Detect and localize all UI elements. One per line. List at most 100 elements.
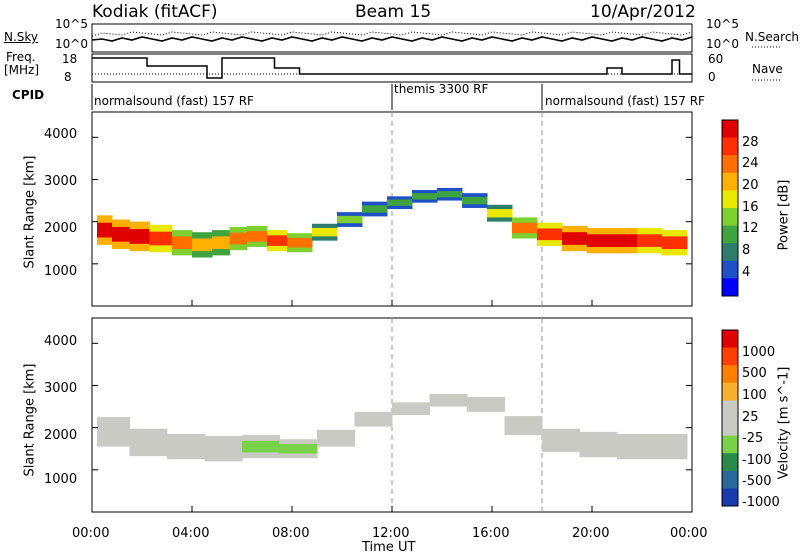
colorbar-0-cell-3 <box>722 172 738 191</box>
panel-0-band-0-inner-13 <box>362 205 388 213</box>
panel-0-band-0-inner-0 <box>97 222 113 238</box>
velocity-ytick-1000: 1000 <box>44 472 78 487</box>
velocity-cb-tick-m1000: -1000 <box>742 495 780 510</box>
panel-0-band-0-inner-4 <box>172 236 193 250</box>
power-ytick-4000: 4000 <box>44 127 78 142</box>
colorbar-0-cell-7 <box>722 243 738 262</box>
panel-1-band-0-inner-9 <box>429 397 468 404</box>
panel-0-band-0-inner-24 <box>637 234 663 247</box>
xtick-0: 00:00 <box>72 526 110 541</box>
panel-0-band-0-inner-8 <box>247 231 268 242</box>
colorbar-0-cell-2 <box>722 155 738 174</box>
noise-sky-trace <box>91 36 693 42</box>
xtick-6: 00:00 <box>670 526 708 541</box>
colorbar-1-cell-2 <box>722 365 738 384</box>
panel-0-band-0-inner-9 <box>267 235 288 246</box>
panel-0-band-0-inner-17 <box>462 196 488 205</box>
panel-0-band-0-inner-21 <box>562 232 588 245</box>
freq-right-label: Nave <box>752 62 783 76</box>
freq-left-tick-bottom: 8 <box>64 70 72 84</box>
panel-0-band-0-inner-14 <box>387 199 413 206</box>
power-cb-tick-28: 28 <box>742 135 759 150</box>
panel-0-band-0-inner-2 <box>129 229 150 244</box>
freq-trace <box>92 57 692 79</box>
panel-1-band-0-inner-1 <box>129 435 168 450</box>
panel-0-band-0-inner-19 <box>512 222 538 234</box>
noise-right-label: N.Search <box>745 30 800 44</box>
xtick-4: 16:00 <box>472 526 510 541</box>
freq-left-label: Freq. <box>6 50 36 64</box>
panel-0-band-0-inner-10 <box>287 237 313 248</box>
freq-panel-frame <box>91 53 693 83</box>
panel-0-band-0-inner-16 <box>437 191 463 198</box>
panel-1-band-0-inner-2 <box>167 440 205 453</box>
panel-0-band-0-inner-25 <box>662 236 688 250</box>
panel-1-band-0-inner-0 <box>97 424 130 440</box>
panel-0-band-0-inner-6 <box>212 236 230 250</box>
panel-1-band-0-inner-12 <box>542 434 580 447</box>
colorbar-1-cell-8 <box>722 470 738 489</box>
colorbar-0-cell-9 <box>722 278 738 297</box>
station-title: Kodiak (fitACF) <box>92 2 218 22</box>
colorbar-0-cell-0 <box>722 120 738 138</box>
power-cb-tick-20: 20 <box>742 178 759 193</box>
panel-1-band-0-inner-5 <box>279 443 318 454</box>
velocity-cb-tick-500: 500 <box>742 366 767 381</box>
panel-1-band-0-inner-7 <box>354 415 393 423</box>
panel-0-band-0-inner-22 <box>587 234 613 247</box>
noise-left-label: N.Sky <box>4 30 39 44</box>
panel-1-band-0-inner-14 <box>617 440 655 453</box>
freq-right-tick-top: 60 <box>708 52 724 66</box>
colorbar-0-cell-4 <box>722 190 738 209</box>
panel-1-band-0-inner-8 <box>392 405 430 412</box>
power-ytick-3000: 3000 <box>44 174 78 189</box>
velocity-cb-tick-m25: -25 <box>742 431 764 446</box>
panel-0-band-0-inner-20 <box>537 228 563 241</box>
noise-left-tick-bottom: 10^0 <box>55 37 88 51</box>
colorbar-0-cell-8 <box>722 260 738 279</box>
velocity-cb-tick-1000: 1000 <box>742 345 776 360</box>
xtick-1: 04:00 <box>172 526 210 541</box>
panel-0-band-0-inner-3 <box>149 231 173 246</box>
xtick-5: 20:00 <box>572 526 610 541</box>
panel-0-band-0-inner-11 <box>312 227 338 237</box>
velocity-ytick-3000: 3000 <box>44 381 78 396</box>
panel-1-band-0-inner-10 <box>467 400 505 409</box>
colorbar-1-cell-1 <box>722 347 738 366</box>
power-cb-tick-24: 24 <box>742 156 759 171</box>
noise-left-tick-top: 10^5 <box>55 17 88 31</box>
panel-0-band-0-inner-12 <box>337 215 363 224</box>
colorbar-1-cell-4 <box>722 400 738 419</box>
noise-right-tick-top: 10^5 <box>706 17 739 31</box>
power-cb-tick-4: 4 <box>742 265 751 280</box>
cpid-label: CPID <box>12 88 45 102</box>
panel-1-band-0-inner-11 <box>504 420 543 431</box>
panel-0-band-0-inner-18 <box>487 209 513 218</box>
noise-right-tick-bottom: 10^0 <box>706 37 739 51</box>
power-cb-tick-16: 16 <box>742 200 759 215</box>
velocity-ytick-4000: 4000 <box>44 334 78 349</box>
panel-1-band-0-inner-3 <box>204 442 243 456</box>
freq-left-unit: [MHz] <box>4 63 40 77</box>
power-cb-tick-8: 8 <box>742 243 751 258</box>
noise-search-trace <box>91 31 693 37</box>
freq-left-tick-top: 18 <box>62 52 78 66</box>
xlabel: Time UT <box>362 540 416 554</box>
colorbar-1-cell-6 <box>722 435 738 454</box>
noise-panel-frame <box>91 23 693 53</box>
panel-1-band-0-inner-13 <box>579 438 618 451</box>
panel-0-band-0-inner-1 <box>112 226 130 242</box>
colorbar-1-cell-3 <box>722 382 738 401</box>
power-ytick-1000: 1000 <box>44 264 78 279</box>
power-cb-tick-12: 12 <box>742 221 759 236</box>
velocity-ytick-2000: 2000 <box>44 428 78 443</box>
panel-1-band-0-inner-4 <box>242 440 280 453</box>
velocity-cb-tick-100: 100 <box>742 388 767 403</box>
colorbar-1-frame <box>721 329 739 507</box>
colorbar-1-cell-9 <box>722 488 738 507</box>
colorbar-0-cell-5 <box>722 208 738 226</box>
panel-0-band-0-inner-23 <box>612 234 638 247</box>
beam-title: Beam 15 <box>355 2 432 22</box>
